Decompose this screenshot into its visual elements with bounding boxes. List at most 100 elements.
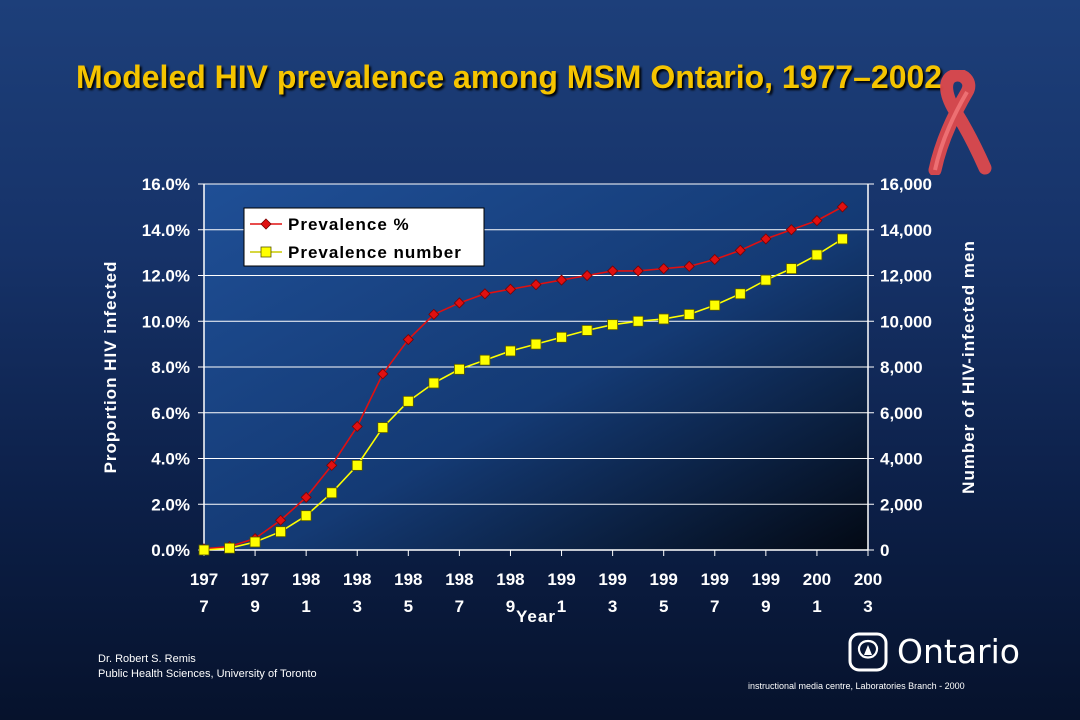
data-point — [556, 331, 567, 343]
x-tick-label: 198 — [445, 570, 473, 589]
x-tick-label: 198 — [496, 570, 524, 589]
series-prevalence-number — [198, 233, 848, 556]
y-tick-label: 2.0% — [151, 495, 190, 514]
legend-label: Prevalence number — [288, 243, 462, 262]
x-tick-label-line2: 3 — [863, 597, 872, 616]
x-tick-label: 200 — [854, 570, 882, 589]
legend-label: Prevalence % — [288, 215, 410, 234]
x-axis-title: Year — [516, 607, 556, 626]
legend-swatch-marker — [260, 246, 272, 258]
data-point — [683, 260, 695, 272]
x-tick-label: 198 — [394, 570, 422, 589]
data-point — [377, 422, 389, 434]
y2-tick-label: 14,000 — [880, 221, 932, 240]
data-point — [530, 279, 542, 291]
data-point — [249, 536, 261, 548]
x-tick-label: 198 — [292, 570, 320, 589]
y-tick-label: 14.0% — [142, 221, 190, 240]
data-point — [453, 297, 465, 309]
x-tick-label-line2: 7 — [455, 597, 464, 616]
ontario-logo-text: Ontario — [897, 632, 1020, 671]
y-tick-label: 12.0% — [142, 267, 190, 286]
series-line — [203, 206, 843, 550]
data-point — [607, 319, 619, 331]
data-point — [658, 263, 670, 275]
data-point — [785, 263, 797, 275]
y2-tick-label: 6,000 — [880, 404, 923, 423]
legend-box — [243, 207, 485, 267]
y-tick-label: 0.0% — [151, 541, 190, 560]
data-point — [555, 274, 568, 286]
y-tick-label: 6.0% — [151, 404, 190, 423]
x-tick-label: 197 — [190, 570, 218, 589]
x-tick-label-line2: 9 — [250, 597, 259, 616]
x-tick-label: 199 — [598, 570, 626, 589]
data-point — [351, 420, 363, 433]
data-point — [224, 542, 235, 554]
y2-tick-label: 16,000 — [880, 175, 932, 194]
x-tick-label: 199 — [650, 570, 678, 589]
y2-tick-label: 4,000 — [880, 450, 923, 469]
y-tick-label: 10.0% — [142, 312, 190, 331]
y2-tick-label: 10,000 — [880, 312, 932, 331]
x-tick-label-line2: 3 — [608, 597, 617, 616]
data-point — [760, 233, 772, 245]
data-point — [505, 345, 516, 357]
data-point — [709, 253, 721, 266]
slide-title: Modeled HIV prevalence among MSM Ontario… — [76, 59, 943, 95]
y-tick-label: 4.0% — [151, 450, 190, 469]
x-tick-label-line2: 3 — [352, 597, 361, 616]
data-point — [198, 544, 210, 556]
data-point — [300, 510, 312, 522]
data-point — [275, 526, 287, 538]
data-point — [837, 233, 848, 245]
data-point — [581, 269, 593, 282]
data-point — [402, 395, 414, 407]
data-point — [300, 491, 312, 503]
x-tick-label-line2: 1 — [301, 597, 310, 616]
data-point — [326, 487, 338, 499]
data-point — [811, 249, 823, 261]
data-point — [709, 299, 721, 311]
x-tick-label: 199 — [547, 570, 575, 589]
ontario-trillium-icon — [848, 632, 888, 672]
x-tick-label-line2: 5 — [404, 597, 413, 616]
y2-tick-label: 0 — [880, 541, 889, 560]
data-point — [734, 244, 746, 256]
data-point — [504, 283, 517, 295]
data-point — [734, 288, 746, 300]
x-tick-label: 197 — [241, 570, 269, 589]
y-axis-title: Proportion HIV infected — [101, 261, 120, 474]
x-tick-label-line2: 1 — [557, 597, 566, 616]
x-tick-label-line2: 5 — [659, 597, 668, 616]
y2-tick-label: 8,000 — [880, 358, 923, 377]
data-point — [479, 354, 491, 366]
footer-credit: instructional media centre, Laboratories… — [748, 681, 965, 691]
data-point — [479, 288, 491, 300]
data-point — [836, 201, 849, 213]
y2-axis-title: Number of HIV-infected men — [959, 240, 978, 494]
x-tick-label-line2: 1 — [812, 597, 821, 616]
y2-tick-label: 2,000 — [880, 495, 923, 514]
data-point — [428, 377, 440, 389]
author-name: Dr. Robert S. Remis — [98, 653, 196, 665]
data-point — [607, 265, 619, 277]
red-ribbon-icon — [928, 70, 992, 175]
y2-tick-label: 12,000 — [880, 267, 932, 286]
data-point — [632, 315, 644, 327]
x-tick-label: 199 — [752, 570, 780, 589]
data-point — [811, 215, 823, 227]
x-tick-label: 198 — [343, 570, 371, 589]
data-point — [453, 363, 465, 375]
data-point — [632, 265, 644, 277]
data-point — [530, 338, 542, 350]
y-tick-label: 16.0% — [142, 175, 190, 194]
x-tick-label-line2: 7 — [199, 597, 208, 616]
data-point — [326, 459, 338, 471]
data-point — [683, 308, 695, 320]
data-point — [377, 368, 389, 380]
x-tick-label-line2: 7 — [710, 597, 719, 616]
y-tick-label: 8.0% — [151, 358, 190, 377]
data-point — [658, 313, 670, 325]
x-tick-label-line2: 9 — [761, 597, 770, 616]
